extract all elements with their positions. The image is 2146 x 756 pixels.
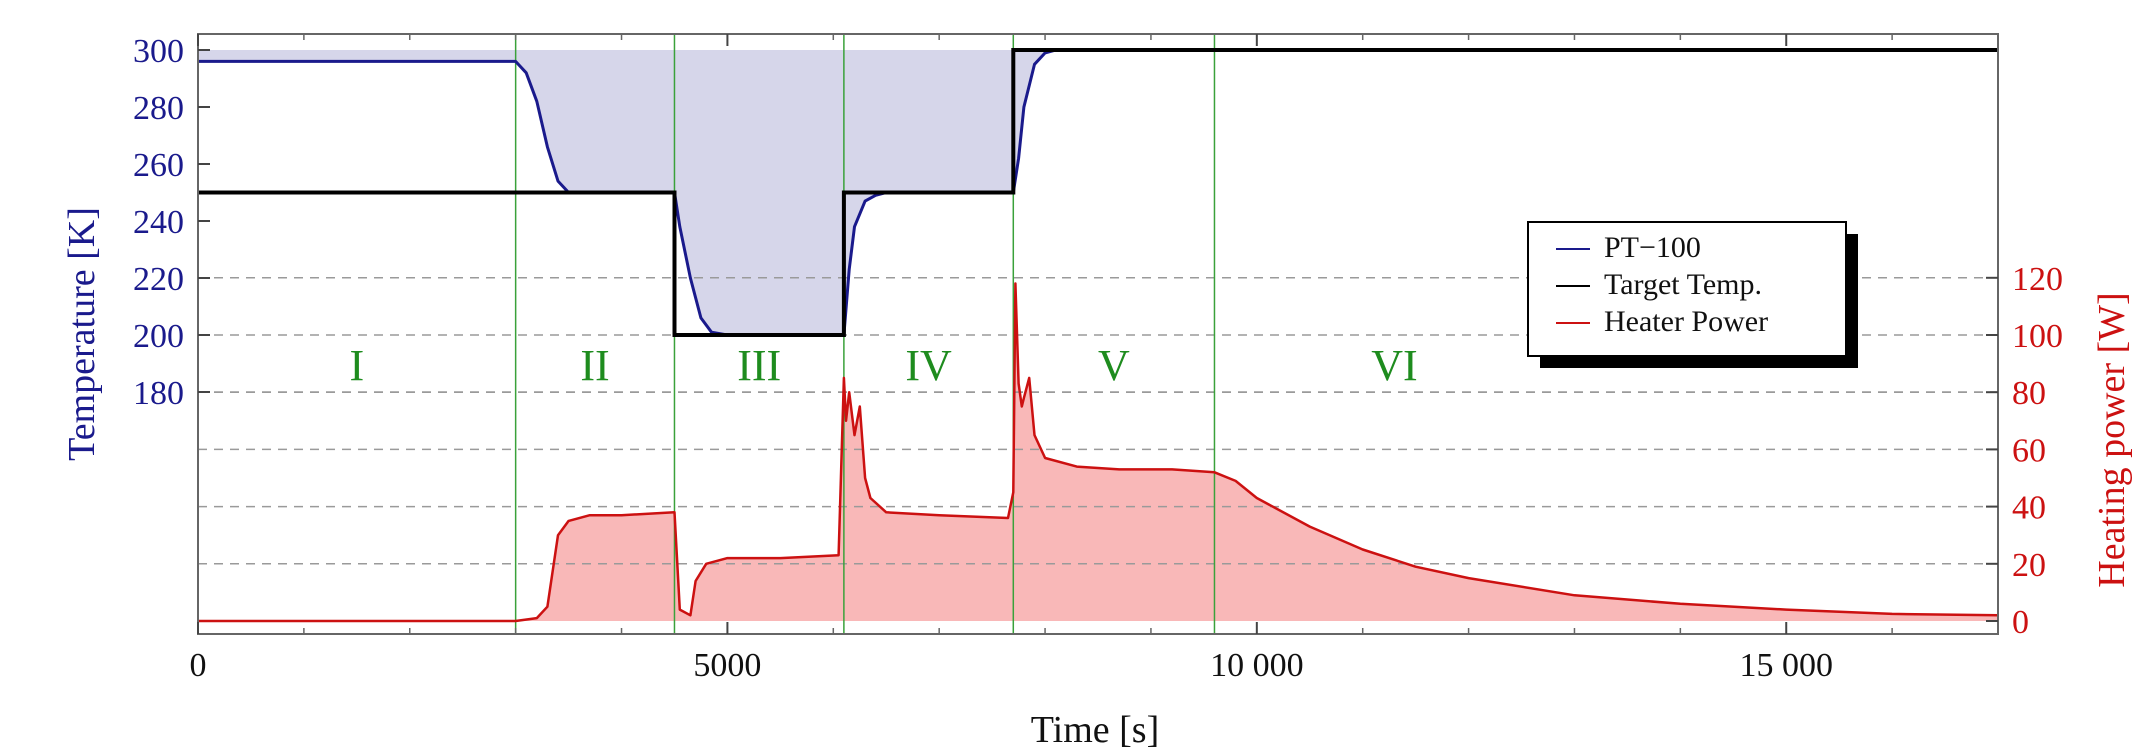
- chart-fills: [198, 50, 1998, 621]
- phase-labels: I II III IV V VI: [349, 341, 1417, 390]
- phase-label: I: [349, 341, 364, 390]
- series-target-temp: [198, 48, 1998, 337]
- y-left-tick-label: 240: [133, 204, 184, 241]
- y-right-tick-label: 40: [2012, 490, 2046, 527]
- x-axis-title: Time [s]: [1031, 709, 1159, 751]
- chart-ticks: 0 5000 10 000 15 000 300 280 260 240 220 200 180 0 2…: [133, 33, 2063, 684]
- legend-label: Heater Power: [1604, 305, 1768, 338]
- y-left-tick-label: 260: [133, 147, 184, 184]
- y-left-tick-label: 300: [133, 33, 184, 70]
- phase-label: IV: [905, 341, 952, 390]
- y-left-tick-label: 180: [133, 375, 184, 412]
- phase-label: VI: [1371, 341, 1417, 390]
- y-right-tick-label: 120: [2012, 261, 2063, 298]
- y-left-tick-label: 220: [133, 261, 184, 298]
- phase-label: III: [737, 341, 781, 390]
- heater-power-area: [198, 283, 1998, 621]
- x-tick-label: 15 000: [1739, 647, 1833, 684]
- legend-label: Target Temp.: [1604, 268, 1762, 301]
- legend: PT−100 Target Temp. Heater Power: [1527, 221, 1858, 368]
- legend-items: PT−100 Target Temp. Heater Power: [1556, 231, 1768, 338]
- phase-label: V: [1098, 341, 1130, 390]
- legend-label: PT−100: [1604, 231, 1701, 264]
- phase-label: II: [580, 341, 609, 390]
- y-axis-left-title: Temperature [K]: [61, 207, 103, 461]
- y-axis-right-title: Heating power [W]: [2091, 292, 2133, 587]
- x-tick-label: 10 000: [1210, 647, 1304, 684]
- chart-gridlines: [198, 277, 1998, 565]
- chart-series: [198, 48, 1999, 623]
- y-left-tick-label: 280: [133, 90, 184, 127]
- y-left-tick-label: 200: [133, 318, 184, 355]
- legend-box: [1527, 221, 1847, 357]
- y-right-tick-label: 0: [2012, 604, 2029, 641]
- y-right-tick-label: 20: [2012, 547, 2046, 584]
- pt100-shaded-area: [198, 50, 1998, 335]
- y-right-tick-label: 80: [2012, 375, 2046, 412]
- y-right-tick-label: 100: [2012, 318, 2063, 355]
- x-tick-label: 5000: [693, 647, 761, 684]
- x-tick-label: 0: [190, 647, 207, 684]
- series-heater-power: [198, 282, 1999, 623]
- y-right-tick-label: 60: [2012, 432, 2046, 469]
